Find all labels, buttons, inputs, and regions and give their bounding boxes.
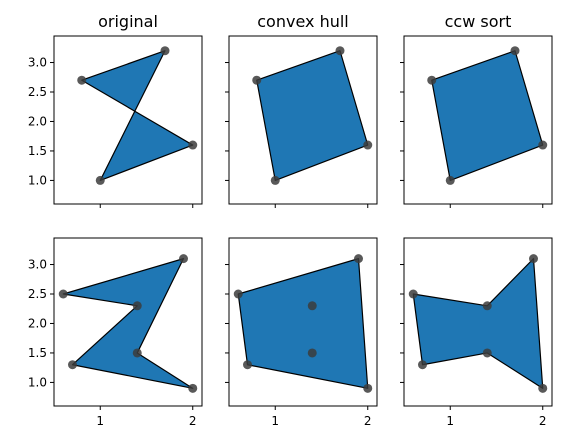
x-tick-label-6-1: 1 — [446, 414, 454, 428]
point-4-1 — [58, 289, 68, 299]
axes-frame-2 — [228, 35, 378, 205]
y-tick-label-1-1: 1.0 — [28, 173, 47, 187]
subplot-1: 1.0 1.5 2.0 2.5 3.0 original — [28, 12, 203, 208]
point-3-3 — [538, 140, 548, 150]
axes-frame-5 — [228, 237, 378, 407]
polygon-4-1 — [62, 258, 194, 389]
point-2-1 — [335, 46, 345, 56]
y-tick-label-4-1: 1.0 — [28, 375, 47, 389]
x-tick-label-5-2: 2 — [364, 414, 372, 428]
axes-frame-1 — [53, 35, 203, 205]
polygon-2-1 — [256, 50, 369, 182]
point-5-2 — [354, 254, 363, 264]
point-2-4 — [270, 175, 280, 185]
point-5-6 — [307, 301, 317, 311]
point-4-6 — [132, 301, 142, 311]
y-tick-label-4-5: 3.0 — [28, 258, 47, 272]
y-tick-label-1-5: 3.0 — [28, 56, 47, 70]
y-tick-label-4-4: 2.5 — [28, 287, 47, 301]
point-5-5 — [243, 360, 252, 370]
y-tick-label-4-2: 1.5 — [28, 346, 47, 360]
subplot-title-3: ccw sort — [445, 12, 512, 31]
point-6-2 — [529, 254, 538, 264]
subplot-title-1: original — [98, 12, 158, 31]
point-4-5 — [68, 360, 77, 370]
subplot-3: ccw sort — [400, 12, 553, 208]
polygon-1-1 — [81, 50, 194, 182]
point-5-4 — [363, 383, 373, 393]
point-2-2 — [252, 75, 262, 85]
subplot-title-2: convex hull — [257, 12, 348, 31]
axes-frame-3 — [403, 35, 553, 205]
point-4-3 — [132, 348, 142, 358]
point-1-2 — [77, 75, 87, 85]
point-3-2 — [427, 75, 437, 85]
point-2-3 — [363, 140, 373, 150]
subplot-4: 1 2 1.0 1.5 2.0 2.5 3.0 — [28, 237, 203, 428]
point-6-4 — [538, 383, 548, 393]
point-5-3 — [307, 348, 317, 358]
subplot-2: convex hull — [225, 12, 378, 208]
point-3-1 — [510, 46, 520, 56]
point-6-3 — [482, 348, 492, 358]
x-tick-label-4-2: 2 — [189, 414, 197, 428]
axes-frame-4 — [53, 237, 203, 407]
point-6-6 — [482, 301, 492, 311]
polygon-3-1 — [431, 50, 544, 182]
y-tick-label-1-2: 1.5 — [28, 144, 47, 158]
x-tick-label-6-2: 2 — [539, 414, 547, 428]
point-3-4 — [445, 175, 455, 185]
y-tick-label-1-3: 2.0 — [28, 114, 47, 128]
x-tick-label-5-1: 1 — [271, 414, 279, 428]
point-4-2 — [179, 254, 188, 264]
point-1-1 — [160, 46, 170, 56]
point-1-3 — [188, 140, 198, 150]
axes-frame-6 — [403, 237, 553, 407]
y-tick-label-1-4: 2.5 — [28, 85, 47, 99]
point-4-4 — [188, 383, 198, 393]
polygon-6-1 — [412, 258, 544, 389]
point-6-5 — [418, 360, 427, 370]
point-6-1 — [408, 289, 418, 299]
point-1-4 — [95, 175, 105, 185]
x-tick-label-4-1: 1 — [96, 414, 104, 428]
polygon-5-1 — [237, 258, 369, 389]
y-tick-label-4-3: 2.0 — [28, 316, 47, 330]
point-5-1 — [233, 289, 243, 299]
